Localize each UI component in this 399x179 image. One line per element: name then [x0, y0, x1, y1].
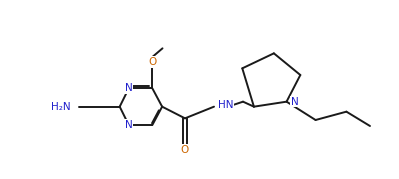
Text: O: O: [181, 145, 189, 155]
Text: H₂N: H₂N: [51, 102, 71, 112]
Text: N: N: [125, 120, 132, 130]
Text: N: N: [290, 97, 298, 107]
Text: HN: HN: [218, 100, 233, 110]
Text: N: N: [125, 83, 132, 93]
Text: O: O: [148, 57, 156, 67]
